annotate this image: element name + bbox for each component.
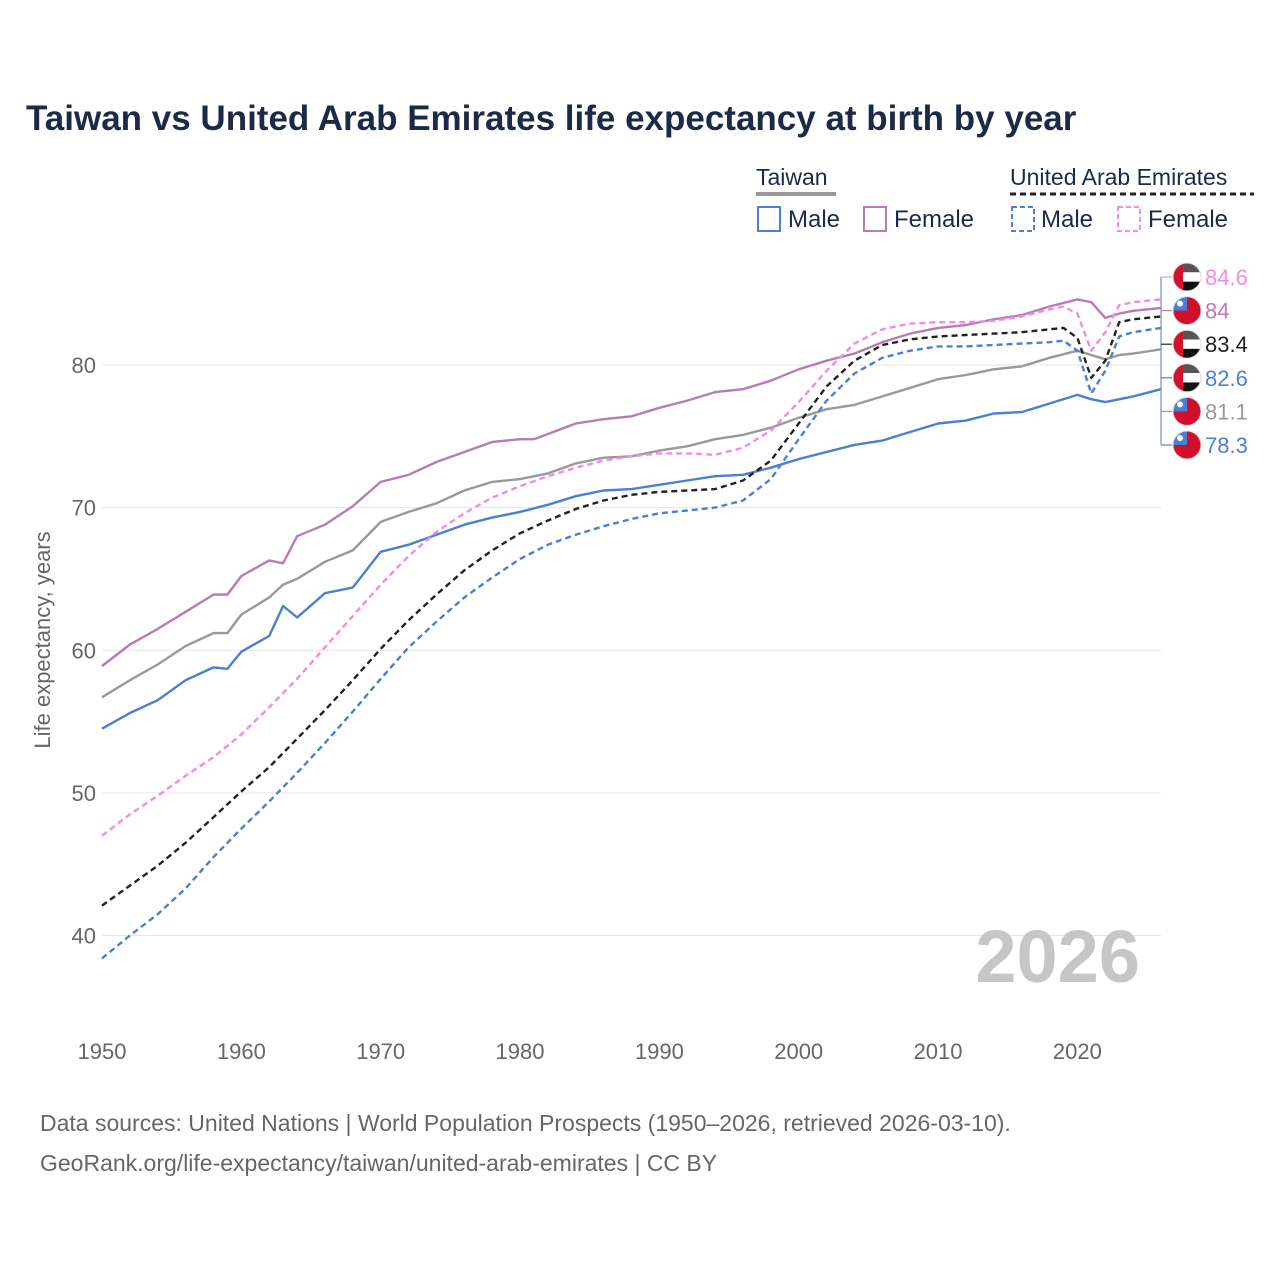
end-labels: 84.6 84 83.4 82.6 81.1 78.3 [1160,262,1248,460]
legend-taiwan-male-swatch [757,206,781,232]
x-tick-label: 2000 [774,1039,823,1064]
x-tick-label: 2020 [1053,1039,1102,1064]
legend-uae-female-label: Female [1148,206,1228,233]
legend-group-uae-name: United Arab Emirates [1010,164,1227,190]
x-tick-label: 1970 [356,1039,405,1064]
series-line [101,315,1162,907]
x-tick-label: 1980 [496,1039,545,1064]
flag-outline [1172,329,1202,359]
legend-group-uae: United Arab Emirates Male Female [1010,164,1254,233]
series-line [101,298,1162,837]
y-axis-ticks: 40 50 60 70 80 [72,353,96,949]
end-value-label: 84.6 [1205,265,1248,290]
end-value-label: 82.6 [1205,366,1248,391]
legend-group-taiwan: Taiwan Male Female [756,164,974,233]
y-tick-label: 60 [72,638,96,663]
x-tick-label: 1990 [635,1039,684,1064]
end-value-label: 81.1 [1205,399,1248,424]
flag-outline [1172,296,1202,326]
y-tick-label: 80 [72,353,96,378]
x-axis-ticks: 1950 1960 1970 1980 1990 2000 2010 2020 [78,1039,1102,1064]
uae-flag-icon [1173,363,1201,392]
legend-group-taiwan-name: Taiwan [756,164,828,190]
series-line [101,348,1162,699]
flag-outline [1172,396,1202,426]
flag-outline [1172,262,1202,292]
end-value-label: 78.3 [1205,433,1248,458]
flag-outline [1172,363,1202,393]
x-tick-label: 2010 [914,1039,963,1064]
chart-title: Taiwan vs United Arab Emirates life expe… [26,99,1077,138]
end-value-label: 83.4 [1205,332,1248,357]
series-line [101,298,1162,667]
series-line [101,326,1162,960]
y-tick-label: 70 [72,496,96,521]
legend-uae-male-label: Male [1041,206,1093,233]
y-axis-label: Life expectancy, years [30,531,55,748]
current-year-watermark: 2026 [975,915,1140,998]
legend-uae-female-swatch [1117,206,1141,232]
uae-flag-icon [1173,263,1201,291]
end-value-label: 84 [1205,299,1229,324]
legend-taiwan-female-swatch [863,206,887,232]
x-tick-label: 1950 [78,1039,127,1064]
legend-taiwan-male-label: Male [788,206,840,233]
series-line [101,388,1162,730]
legend-uae-male-swatch [1011,206,1035,232]
legend-taiwan-female-label: Female [894,206,974,233]
data-source-line: Data sources: United Nations | World Pop… [40,1110,1011,1136]
flag-outline [1172,430,1202,460]
legend: Taiwan Male Female United Arab Emirates … [756,164,1254,233]
source-url-line: GeoRank.org/life-expectancy/taiwan/unite… [40,1150,717,1176]
y-tick-label: 40 [72,924,96,949]
series-lines [101,298,1162,960]
y-tick-label: 50 [72,781,96,806]
gridlines [102,364,1161,937]
x-tick-label: 1960 [217,1039,266,1064]
taiwan-flag-icon [1173,296,1201,325]
uae-flag-icon [1173,330,1201,359]
